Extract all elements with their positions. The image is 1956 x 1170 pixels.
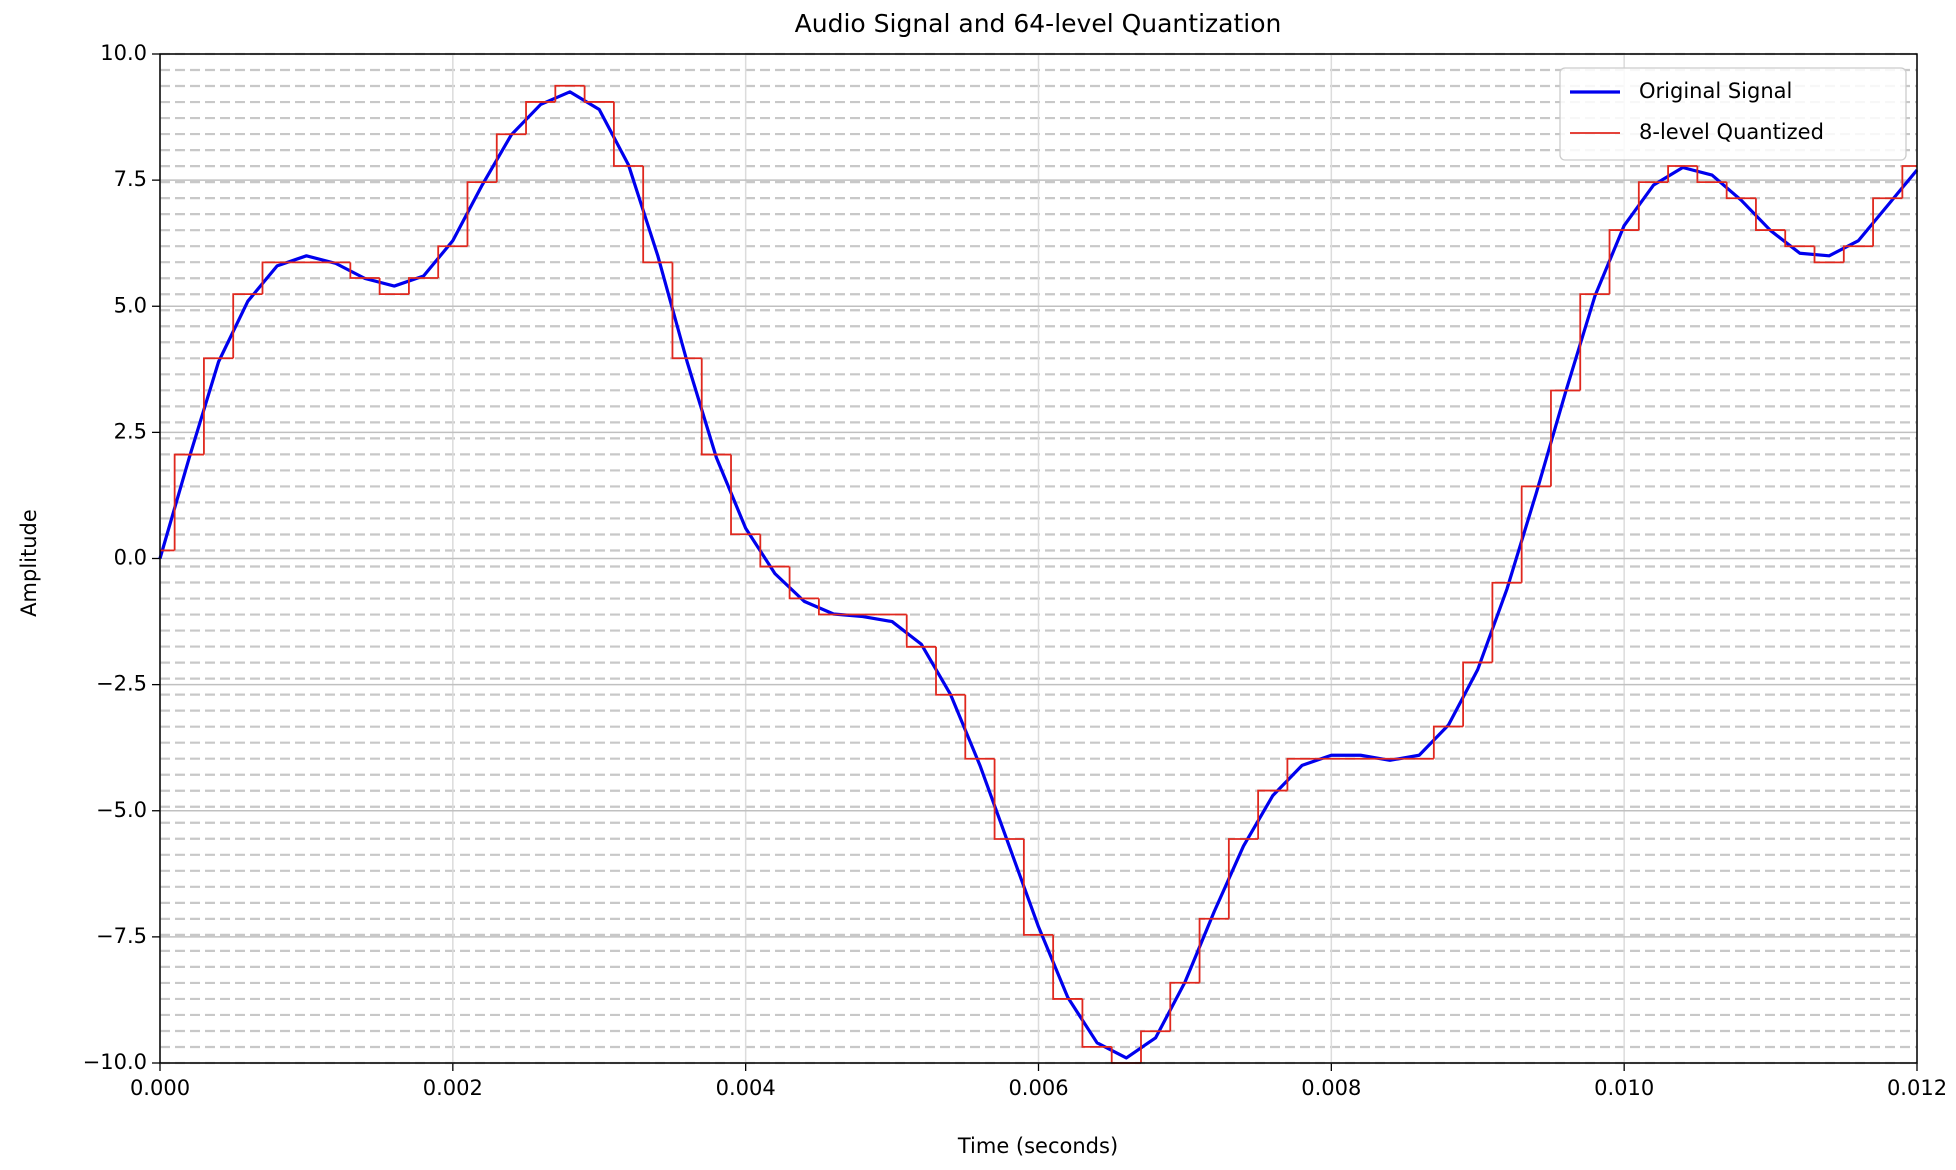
legend-label: Original Signal — [1639, 79, 1792, 103]
plot-frame — [159, 53, 1918, 1064]
quantized-step — [1520, 485, 1551, 583]
y-tick-label: 7.5 — [114, 167, 147, 191]
y-tick-label: 5.0 — [114, 293, 147, 317]
quantized-step — [1432, 725, 1464, 759]
quantized-step — [1579, 293, 1610, 391]
quantized-step — [466, 181, 497, 247]
quantized-step — [788, 566, 819, 600]
quantized-step — [1842, 245, 1874, 263]
quantized-step — [232, 293, 263, 359]
quantized-step — [1198, 917, 1229, 983]
y-tick-label: −5.0 — [96, 798, 147, 822]
quantized-step — [1227, 838, 1259, 919]
quantized-step — [554, 84, 585, 102]
quantized-step — [964, 694, 995, 760]
quantized-step — [1784, 230, 1815, 248]
legend-box — [1559, 67, 1907, 161]
quantized-step — [261, 261, 292, 295]
quantized-step — [700, 358, 732, 456]
quantized-step — [173, 453, 204, 551]
x-tick-label: 0.012 — [1887, 1076, 1947, 1100]
x-tick-label: 0.010 — [1594, 1076, 1654, 1100]
quantized-step — [612, 101, 644, 167]
quantized-step — [993, 758, 1024, 840]
x-tick-label: 0.006 — [1008, 1076, 1068, 1100]
quantized-step — [905, 614, 937, 648]
x-tick-label: 0.000 — [130, 1076, 190, 1100]
chart-title: Audio Signal and 64-level Quantization — [795, 9, 1282, 38]
quantized-step — [378, 277, 409, 296]
quantized-step — [1725, 182, 1756, 200]
quantized-step — [1169, 981, 1200, 1032]
quantized-step — [1550, 389, 1581, 487]
quantized-step — [1872, 197, 1903, 247]
quantized-step — [495, 133, 527, 183]
quantized-step — [1608, 229, 1639, 295]
quantized-step — [1637, 181, 1669, 231]
y-tick-label: 2.5 — [114, 419, 147, 443]
quantized-step — [525, 101, 556, 135]
quantized-step — [1022, 839, 1054, 936]
quantized-step — [1901, 165, 1917, 199]
quantized-step — [730, 454, 761, 536]
quantized-step — [437, 245, 468, 278]
quantized-step — [583, 85, 614, 103]
quantized-step — [1081, 998, 1112, 1048]
y-tick-label: −7.5 — [96, 924, 147, 948]
quantized-step — [1667, 165, 1698, 183]
quantized-step — [1755, 198, 1786, 231]
legend-label: 8-level Quantized — [1639, 120, 1824, 144]
quantized-step — [759, 534, 790, 568]
quantized-step — [1813, 246, 1844, 264]
x-axis-label: Time (seconds) — [957, 1134, 1118, 1158]
y-tick-label: −2.5 — [96, 672, 147, 696]
quantized-step — [642, 165, 673, 264]
y-tick-label: 10.0 — [100, 41, 147, 65]
quantized-step — [1286, 757, 1317, 791]
y-tick-label: 0.0 — [114, 546, 147, 570]
signal-line — [158, 90, 1919, 1060]
x-tick-label: 0.002 — [423, 1076, 483, 1100]
quantized-step — [1052, 934, 1083, 1000]
y-axis-label: Amplitude — [17, 509, 41, 617]
quantized-step — [1140, 1030, 1171, 1063]
quantized-step — [1257, 789, 1288, 840]
x-tick-label: 0.008 — [1301, 1076, 1361, 1100]
quantized-step — [1696, 165, 1727, 184]
quantized-step — [349, 262, 380, 279]
quantized-step — [671, 262, 702, 360]
quantized-step — [408, 277, 439, 295]
quantized-step — [817, 598, 849, 616]
y-tick-label: −10.0 — [83, 1050, 147, 1074]
quantized-step — [1491, 581, 1522, 663]
quantized-step — [935, 646, 966, 696]
quantized-step — [1462, 661, 1493, 727]
x-tick-label: 0.004 — [716, 1076, 776, 1100]
quantized-step — [203, 357, 234, 455]
legend: Original Signal 8-level Quantized — [1559, 67, 1907, 161]
